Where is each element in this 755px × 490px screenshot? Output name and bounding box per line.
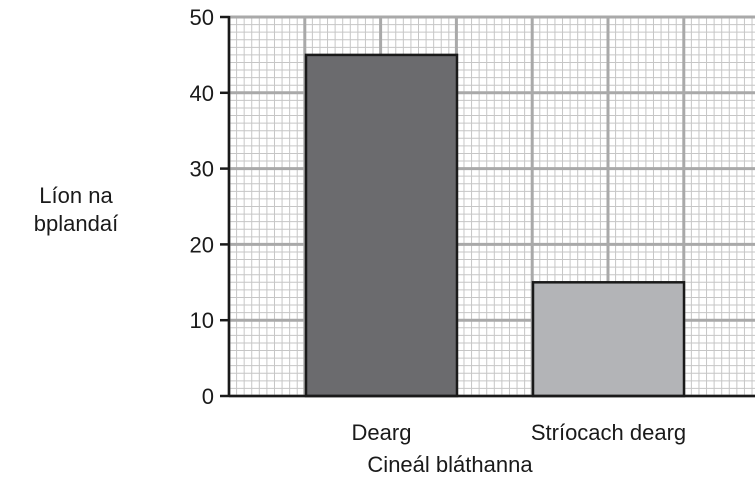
bars [304, 53, 686, 398]
y-axis-label-line-1: Líon na [39, 183, 113, 208]
y-tick-label: 20 [190, 232, 214, 257]
axes [227, 16, 755, 398]
x-tick-label: Dearg [352, 420, 412, 445]
x-axis-label: Cineál bláthanna [367, 452, 533, 477]
x-tick-label: Stríocach dearg [531, 420, 686, 445]
y-tick-label: 10 [190, 308, 214, 333]
bar-dearg [304, 53, 459, 398]
x-tick-labels: Dearg Stríocach dearg [352, 420, 687, 445]
y-axis-label: Líon na bplandaí [8, 182, 144, 238]
y-tick-label: 30 [190, 157, 214, 182]
bar-str-ocach-dearg [531, 281, 686, 398]
y-tick-label: 40 [190, 81, 214, 106]
y-axis-label-line-2: bplandaí [33, 211, 119, 236]
y-ticks: 0 10 20 30 40 50 [190, 5, 229, 409]
y-tick-label: 50 [190, 5, 214, 30]
y-tick-label: 0 [202, 384, 214, 409]
